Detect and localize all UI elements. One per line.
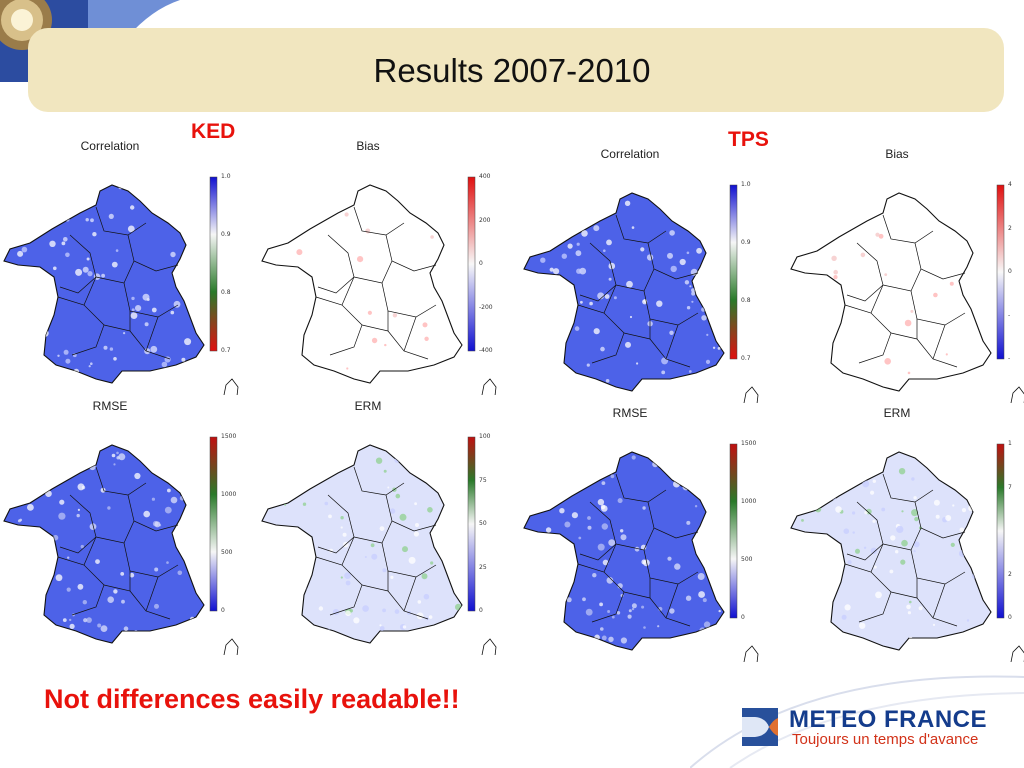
footnote: Not differences easily readable!!: [44, 684, 460, 714]
scale-tick-label: 50: [479, 520, 487, 527]
scale-tick-label: 0.7: [221, 347, 231, 354]
france-outline: [261, 444, 463, 644]
scale-tick-label: 2: [1008, 571, 1012, 578]
logo-name: METEO FRANCE: [789, 706, 987, 733]
scale-tick-label: 100: [479, 433, 491, 440]
scale-tick-label: 1.0: [221, 173, 231, 180]
map-panel-ked-erm: ERM 100 75 50 25 0: [258, 395, 513, 655]
scale-tick-label: 0.9: [221, 231, 231, 238]
scale-tick-label: 2: [1008, 225, 1012, 232]
map-panel-tps-rmse: RMSE 1500 1000 500 0: [520, 402, 775, 662]
meteo-france-logo: METEO FRANCE Toujours un temps d'avance: [742, 706, 1012, 754]
scale-tick-label: 0: [1008, 268, 1012, 275]
color-scale-bar: [729, 184, 738, 360]
scale-tick-label: 500: [221, 549, 233, 556]
scale-tick-label: 1.0: [741, 181, 751, 188]
scale-tick-label: -: [1008, 355, 1011, 362]
scale-tick-label: 0: [479, 607, 483, 614]
panel-title: Correlation: [600, 147, 660, 161]
panel-title: RMSE: [92, 399, 128, 413]
scale-tick-label: 4: [1008, 181, 1012, 188]
map-panel-tps-bias: Bias 4 2 0 - -: [787, 143, 1024, 403]
swoosh-decoration: [690, 675, 1024, 768]
scale-tick-label: 0.7: [741, 355, 751, 362]
map-panel-ked-bias: Bias 400 200 0 -200 -400: [258, 135, 513, 395]
scale-tick-label: -: [1008, 312, 1011, 319]
color-scale-bar: [729, 443, 738, 619]
color-scale-bar: [996, 184, 1005, 360]
scale-tick-label: 7: [1008, 484, 1012, 491]
scale-tick-label: 400: [479, 173, 491, 180]
scale-tick-label: 0: [221, 607, 225, 614]
scale-tick-label: 1000: [741, 498, 757, 505]
panel-title: ERM: [883, 406, 911, 420]
section-label-tps: TPS: [728, 128, 769, 151]
map-panel-tps-erm: ERM 1 7 2 0: [787, 402, 1024, 662]
logo-mark-icon: [742, 708, 778, 746]
scale-tick-label: 500: [741, 556, 753, 563]
scale-tick-label: 0: [741, 614, 745, 621]
scale-tick-label: -200: [479, 304, 493, 311]
scale-tick-label: 0.8: [221, 289, 231, 296]
scale-tick-label: -400: [479, 347, 493, 354]
france-outline: [3, 444, 205, 644]
color-scale-bar: [209, 436, 218, 612]
panel-title: Bias: [356, 139, 380, 153]
scale-tick-label: 0: [479, 260, 483, 267]
scale-tick-label: 0.8: [741, 297, 751, 304]
panel-title: RMSE: [612, 406, 648, 420]
scale-tick-label: 1500: [741, 440, 757, 447]
color-scale-bar: [467, 436, 476, 612]
scale-tick-label: 75: [479, 477, 487, 484]
panel-title: Correlation: [80, 139, 140, 153]
logo-tagline: Toujours un temps d'avance: [792, 731, 979, 748]
panel-title: ERM: [354, 399, 382, 413]
panel-title: Bias: [885, 147, 909, 161]
title-bar: [28, 28, 1004, 112]
map-panel-tps-correlation: Correlation 1.0 0.9 0.8 0.7: [520, 143, 775, 403]
map-panel-ked-rmse: RMSE 1500 1000 500 0: [0, 395, 255, 655]
france-outline: [523, 451, 725, 651]
color-scale-bar: [996, 443, 1005, 619]
france-outline: [261, 184, 463, 384]
section-label-ked: KED: [191, 120, 236, 143]
scale-tick-label: 1500: [221, 433, 237, 440]
france-outline: [3, 184, 205, 384]
slide-title: Results 2007-2010: [373, 52, 651, 89]
color-scale-bar: [467, 176, 476, 352]
scale-tick-label: 0: [1008, 614, 1012, 621]
france-outline: [790, 192, 992, 392]
color-scale-bar: [209, 176, 218, 352]
map-panel-ked-correlation: Correlation 1.0 0.9 0.8 0.7: [0, 135, 255, 395]
scale-tick-label: 200: [479, 217, 491, 224]
scale-tick-label: 25: [479, 564, 487, 571]
scale-tick-label: 1: [1008, 440, 1012, 447]
scale-tick-label: 1000: [221, 491, 237, 498]
scale-tick-label: 0.9: [741, 239, 751, 246]
